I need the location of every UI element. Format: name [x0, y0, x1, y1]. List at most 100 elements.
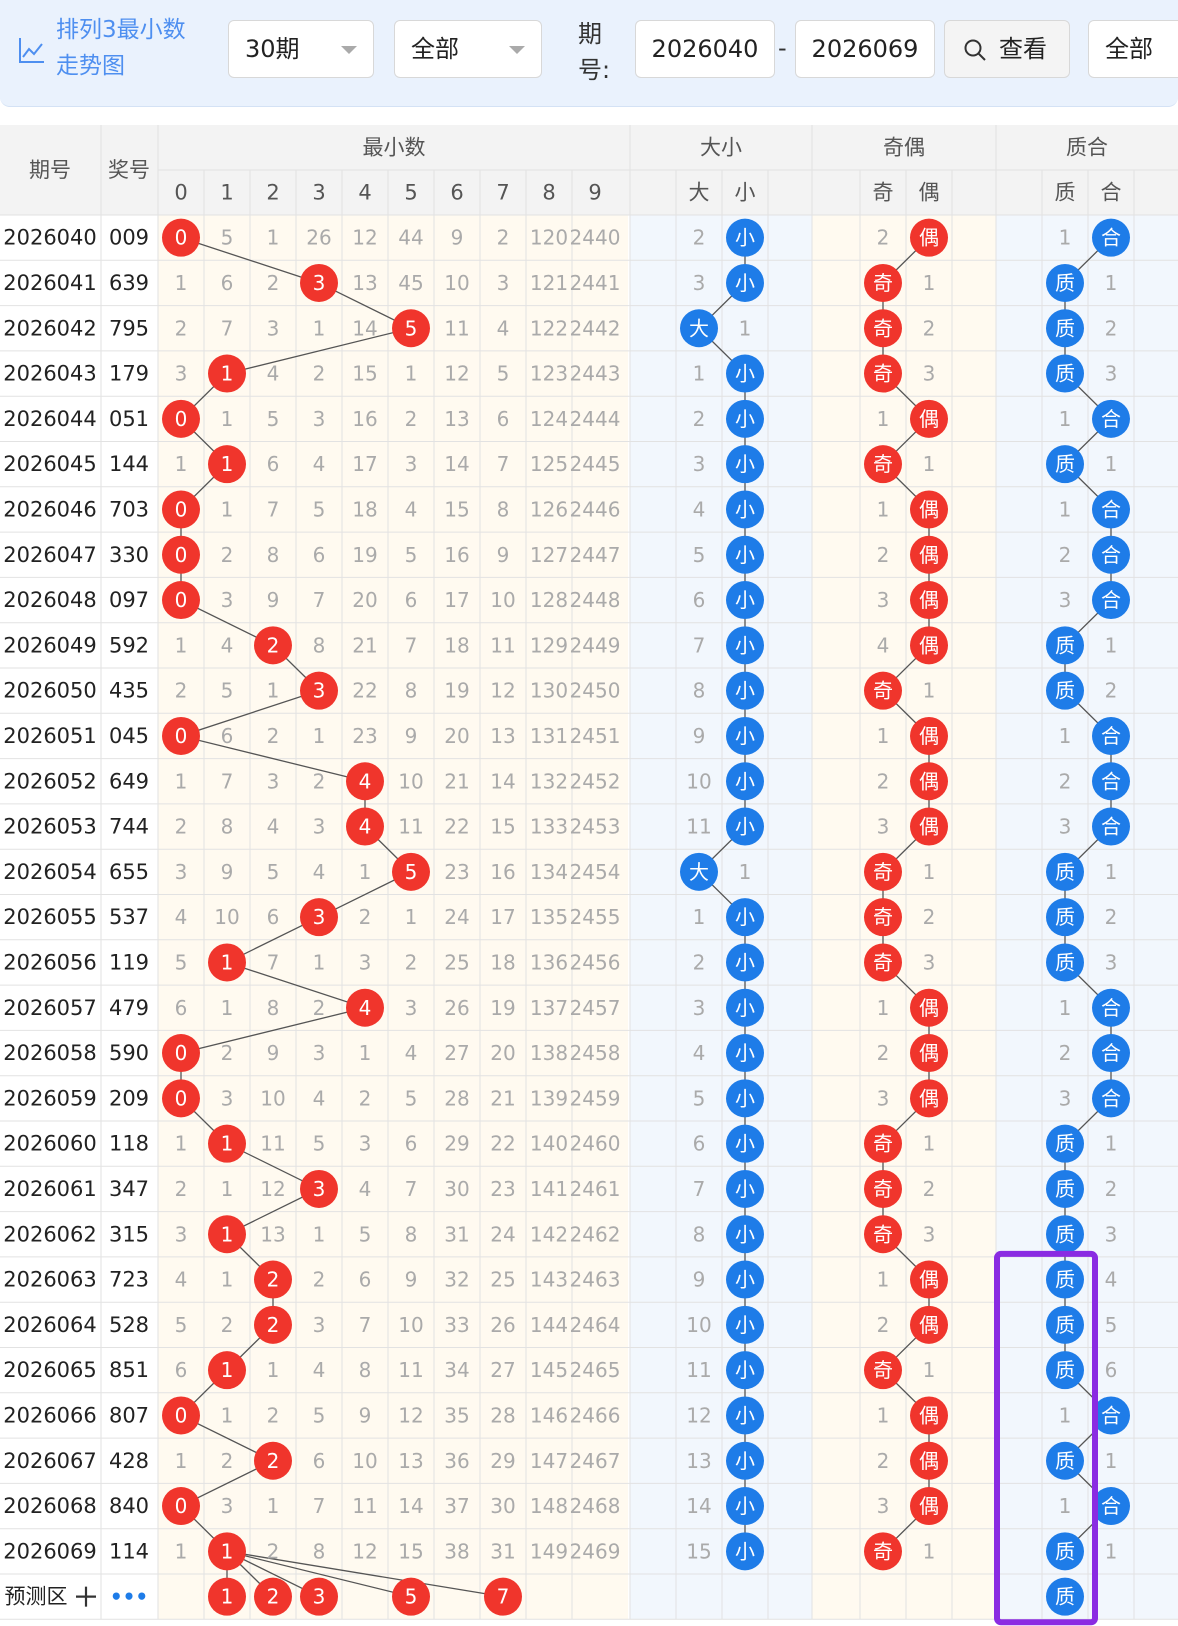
- min-miss-cell: 1: [221, 1268, 234, 1292]
- min-miss-cell: 2455: [570, 905, 621, 929]
- odd-ball: [910, 807, 948, 846]
- size-miss-cell: 6: [693, 588, 706, 612]
- prize-cell: 592: [109, 633, 149, 657]
- min-ball: [162, 1079, 200, 1118]
- chart-title-line2: 走势图: [56, 53, 125, 79]
- min-miss-cell: 13: [444, 407, 469, 431]
- header-prime-col: 合: [1101, 181, 1122, 205]
- odd-miss-cell: 2: [923, 1177, 936, 1201]
- min-miss-cell: 3: [267, 316, 280, 340]
- prime-miss-cell: 4: [1105, 1268, 1118, 1292]
- min-miss-cell: 23: [490, 1177, 515, 1201]
- min-miss-cell: 2: [221, 1449, 234, 1473]
- min-miss-cell: 10: [490, 588, 515, 612]
- issue-to-input[interactable]: 2026069: [795, 20, 935, 78]
- min-miss-cell: 4: [267, 362, 280, 386]
- prime-ball-label: 质: [1055, 316, 1075, 340]
- header-size-col: 小: [735, 181, 756, 205]
- min-ball: [392, 852, 430, 891]
- min-ball: [208, 1215, 246, 1254]
- prime-miss-cell: 2: [1059, 769, 1072, 793]
- min-miss-cell: 132: [530, 769, 568, 793]
- min-miss-cell: 29: [444, 1132, 469, 1156]
- min-miss-cell: 8: [313, 1539, 326, 1563]
- min-miss-cell: 2442: [570, 316, 621, 340]
- prize-cell: 851: [109, 1358, 149, 1382]
- min-miss-cell: 1: [313, 316, 326, 340]
- size-miss-cell: 1: [739, 860, 752, 884]
- header-min-digit: 7: [496, 181, 509, 205]
- min-miss-cell: 6: [313, 1449, 326, 1473]
- min-miss-cell: 10: [444, 271, 469, 295]
- min-miss-cell: 12: [444, 362, 469, 386]
- min-ball-label: 5: [405, 860, 418, 884]
- type-select[interactable]: 全部: [394, 20, 542, 78]
- min-ball-label: 0: [175, 1494, 188, 1518]
- min-ball-label: 2: [267, 1313, 280, 1337]
- odd-ball: [864, 1169, 902, 1208]
- odd-ball-label: 偶: [919, 996, 939, 1020]
- min-miss-cell: 10: [214, 905, 239, 929]
- prediction-min-ball: [208, 1577, 246, 1616]
- size-miss-cell: 2: [693, 407, 706, 431]
- min-miss-cell: 23: [352, 724, 377, 748]
- min-miss-cell: 3: [221, 1494, 234, 1518]
- issue-from-input[interactable]: 2026040: [635, 20, 775, 78]
- size-ball: [726, 263, 764, 302]
- odd-ball: [864, 1215, 902, 1254]
- min-miss-cell: 147: [530, 1449, 568, 1473]
- issue-cell: 2026067: [3, 1449, 97, 1473]
- prime-ball-label: 合: [1101, 226, 1121, 250]
- issue-label: 期: [578, 20, 602, 48]
- min-miss-cell: 3: [267, 769, 280, 793]
- min-miss-cell: 3: [175, 1222, 188, 1246]
- prime-ball: [1092, 988, 1130, 1027]
- prime-miss-cell: 1: [1105, 271, 1118, 295]
- min-ball: [208, 1532, 246, 1571]
- odd-ball-label: 奇: [873, 1358, 893, 1382]
- size-ball-label: 小: [735, 1494, 755, 1518]
- period-count-select[interactable]: 30期: [228, 20, 374, 78]
- min-miss-cell: 4: [405, 497, 418, 521]
- odd-miss-cell: 1: [923, 860, 936, 884]
- min-miss-cell: 8: [405, 679, 418, 703]
- min-ball: [208, 445, 246, 484]
- header-min-digit: 3: [312, 181, 325, 205]
- chevron-down-icon: [509, 46, 525, 54]
- min-miss-cell: 20: [490, 1041, 515, 1065]
- issue-cell: 2026046: [3, 497, 97, 521]
- prize-cell: 649: [109, 769, 149, 793]
- min-miss-cell: 9: [451, 226, 464, 250]
- issue-cell: 2026047: [3, 543, 97, 567]
- min-miss-cell: 139: [530, 1086, 568, 1110]
- min-miss-cell: 4: [405, 1041, 418, 1065]
- min-miss-cell: 2: [267, 1403, 280, 1427]
- prediction-min-ball-label: 1: [221, 1585, 234, 1609]
- prime-ball: [1046, 1260, 1084, 1299]
- chart-title-line1: 排列3最小数: [56, 17, 186, 43]
- size-ball-label: 小: [735, 1041, 755, 1065]
- size-miss-cell: 2: [693, 950, 706, 974]
- min-miss-cell: 19: [444, 679, 469, 703]
- min-miss-cell: 2444: [570, 407, 621, 431]
- size-ball-label: 小: [735, 1177, 755, 1201]
- size-miss-cell: 4: [693, 497, 706, 521]
- prime-miss-cell: 1: [1059, 1403, 1072, 1427]
- min-miss-cell: 17: [352, 452, 377, 476]
- issue-cell: 2026061: [3, 1177, 97, 1201]
- size-ball: [726, 1396, 764, 1435]
- min-miss-cell: 1: [175, 633, 188, 657]
- min-miss-cell: 7: [313, 588, 326, 612]
- odd-ball: [910, 716, 948, 755]
- min-ball-label: 3: [313, 271, 326, 295]
- prime-ball: [1046, 1215, 1084, 1254]
- view-button[interactable]: 查看: [944, 20, 1070, 78]
- min-miss-cell: 2449: [570, 633, 621, 657]
- min-ball-label: 1: [221, 452, 234, 476]
- scope-select[interactable]: 全部: [1088, 20, 1178, 78]
- prediction-prime-ball: [1046, 1577, 1084, 1616]
- odd-miss-cell: 1: [923, 1132, 936, 1156]
- prize-cell: 114: [109, 1539, 149, 1563]
- min-miss-cell: 30: [490, 1494, 515, 1518]
- min-miss-cell: 1: [267, 679, 280, 703]
